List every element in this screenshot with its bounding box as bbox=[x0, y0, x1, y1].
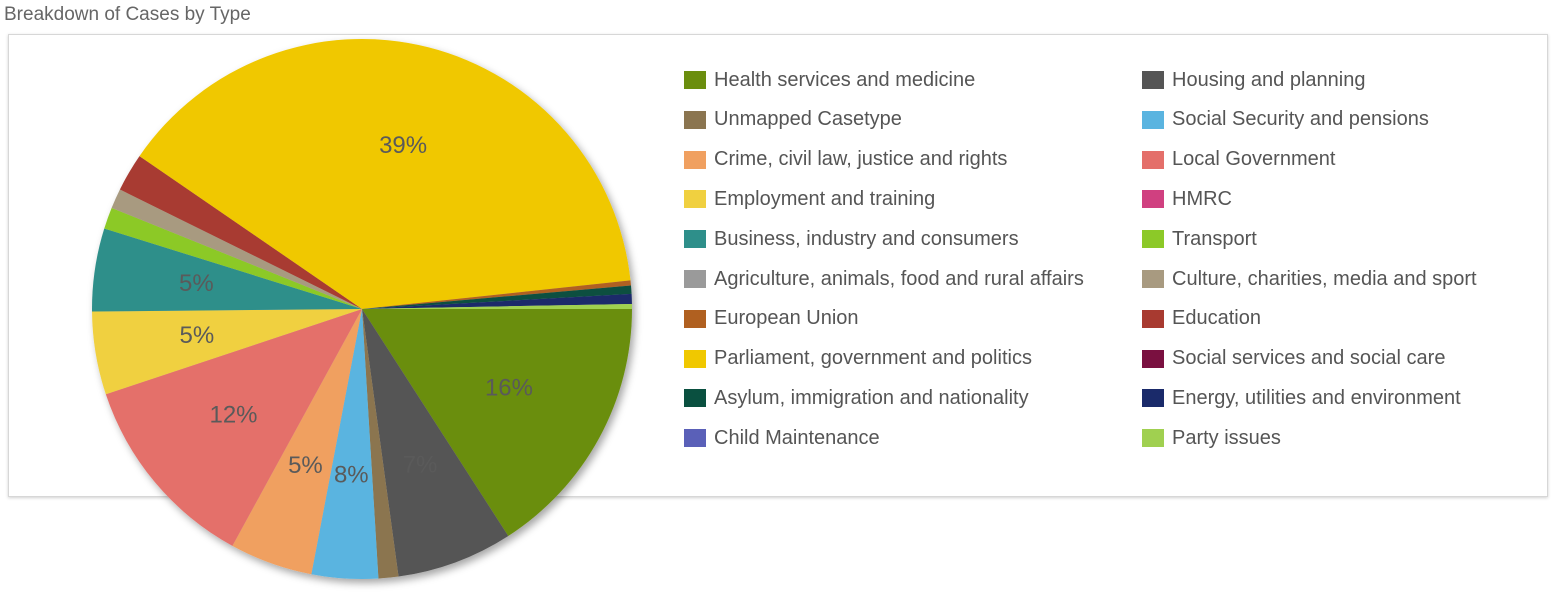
legend-item[interactable]: Social Security and pensions bbox=[1142, 102, 1429, 138]
slice-label-4: 8% bbox=[334, 461, 369, 488]
legend-swatch bbox=[684, 71, 706, 89]
legend-label: Parliament, government and politics bbox=[714, 347, 1032, 370]
slice-label-1: 16% bbox=[485, 374, 533, 401]
legend-swatch bbox=[1142, 389, 1164, 408]
legend-swatch bbox=[1142, 270, 1164, 288]
legend-swatch bbox=[684, 429, 706, 448]
legend-swatch bbox=[684, 309, 706, 328]
legend-item[interactable]: Culture, charities, media and sport bbox=[1142, 261, 1477, 297]
legend-item[interactable]: Local Government bbox=[1142, 142, 1335, 178]
legend-label: Party issues bbox=[1172, 426, 1281, 449]
legend-swatch bbox=[684, 389, 706, 408]
pie-slice-16 bbox=[362, 303, 632, 309]
pie-slice-8 bbox=[92, 228, 362, 312]
pie-slice-9 bbox=[104, 207, 363, 309]
slice-label-6: 12% bbox=[209, 402, 257, 429]
pie-slice-11 bbox=[119, 156, 362, 309]
pie-slice-15 bbox=[362, 293, 632, 309]
legend-label: HMRC bbox=[1172, 187, 1232, 210]
legend-label: Social Security and pensions bbox=[1172, 108, 1429, 131]
legend-label: Energy, utilities and environment bbox=[1172, 386, 1461, 409]
pie-slice-5 bbox=[232, 309, 362, 575]
pie-slice-4 bbox=[311, 309, 379, 579]
legend-item[interactable]: Parliament, government and politics bbox=[684, 341, 1032, 377]
legend-swatch bbox=[1142, 190, 1164, 209]
legend-label: Agriculture, animals, food and rural aff… bbox=[714, 267, 1084, 290]
pie-slice-14 bbox=[362, 285, 632, 309]
slice-label-5: 5% bbox=[288, 452, 323, 479]
legend-item[interactable]: Agriculture, animals, food and rural aff… bbox=[684, 261, 1084, 297]
legend-label: Unmapped Casetype bbox=[714, 108, 902, 131]
legend-item[interactable]: Business, industry and consumers bbox=[684, 221, 1019, 257]
legend-item[interactable]: Asylum, immigration and nationality bbox=[684, 380, 1029, 416]
pie-slice-10 bbox=[111, 189, 362, 309]
legend-label: Transport bbox=[1172, 227, 1257, 250]
legend-item[interactable]: Education bbox=[1142, 301, 1261, 337]
pie-slice-7 bbox=[92, 309, 362, 395]
legend-swatch bbox=[684, 150, 706, 169]
legend-item[interactable]: Unmapped Casetype bbox=[684, 102, 902, 138]
legend-item[interactable]: Child Maintenance bbox=[684, 420, 880, 456]
legend-label: Crime, civil law, justice and rights bbox=[714, 148, 1008, 171]
legend-label: Health services and medicine bbox=[714, 68, 976, 91]
pie-slice-1 bbox=[362, 309, 632, 536]
pie-slice-2 bbox=[362, 309, 509, 577]
legend-swatch bbox=[684, 230, 706, 249]
slice-label-2: 7% bbox=[403, 451, 438, 478]
legend-label: European Union bbox=[714, 307, 859, 330]
legend-label: Social services and social care bbox=[1172, 347, 1446, 370]
legend-label: Child Maintenance bbox=[714, 426, 880, 449]
pie-slice-12 bbox=[139, 39, 631, 309]
legend-swatch bbox=[684, 190, 706, 209]
legend-item[interactable]: Transport bbox=[1142, 221, 1257, 257]
legend-swatch bbox=[1142, 71, 1164, 89]
legend-label: Local Government bbox=[1172, 148, 1336, 171]
legend-swatch bbox=[684, 270, 706, 288]
legend-item[interactable]: Health services and medicine bbox=[684, 62, 975, 98]
chart-title: Breakdown of Cases by Type bbox=[4, 4, 251, 25]
pie-slices bbox=[92, 39, 632, 579]
legend-item[interactable]: Employment and training bbox=[684, 181, 935, 217]
legend-label: Asylum, immigration and nationality bbox=[714, 386, 1029, 409]
pie-slice-6 bbox=[105, 309, 363, 546]
legend-label: Employment and training bbox=[714, 187, 936, 210]
legend-swatch bbox=[1142, 110, 1164, 129]
legend-swatch bbox=[684, 110, 706, 129]
legend-item[interactable]: Energy, utilities and environment bbox=[1142, 380, 1461, 416]
legend-item[interactable]: HMRC bbox=[1142, 181, 1232, 217]
pie-slice-3 bbox=[362, 309, 399, 579]
pie-slice-13 bbox=[362, 280, 631, 309]
legend-label: Housing and planning bbox=[1172, 68, 1366, 91]
legend-swatch bbox=[1142, 309, 1164, 328]
legend-item[interactable]: European Union bbox=[684, 301, 859, 337]
legend-swatch bbox=[1142, 349, 1164, 368]
slice-label-12: 39% bbox=[379, 132, 427, 159]
legend-swatch bbox=[1142, 429, 1164, 448]
legend-item[interactable]: Housing and planning bbox=[1142, 62, 1366, 98]
legend-item[interactable]: Party issues bbox=[1142, 420, 1281, 456]
pie-labels: 16% 7% 8% 5% 12% 5% 5% 39% bbox=[179, 132, 533, 488]
legend-swatch bbox=[684, 349, 706, 368]
legend-swatch bbox=[1142, 230, 1164, 249]
legend-item[interactable]: Social services and social care bbox=[1142, 341, 1445, 377]
legend-label: Business, industry and consumers bbox=[714, 227, 1019, 250]
legend-swatch bbox=[1142, 150, 1164, 169]
legend-label: Education bbox=[1172, 307, 1261, 330]
slice-label-7: 5% bbox=[180, 322, 215, 349]
slice-label-8: 5% bbox=[179, 270, 214, 297]
legend-label: Culture, charities, media and sport bbox=[1172, 267, 1477, 290]
legend-item[interactable]: Crime, civil law, justice and rights bbox=[684, 142, 1007, 178]
